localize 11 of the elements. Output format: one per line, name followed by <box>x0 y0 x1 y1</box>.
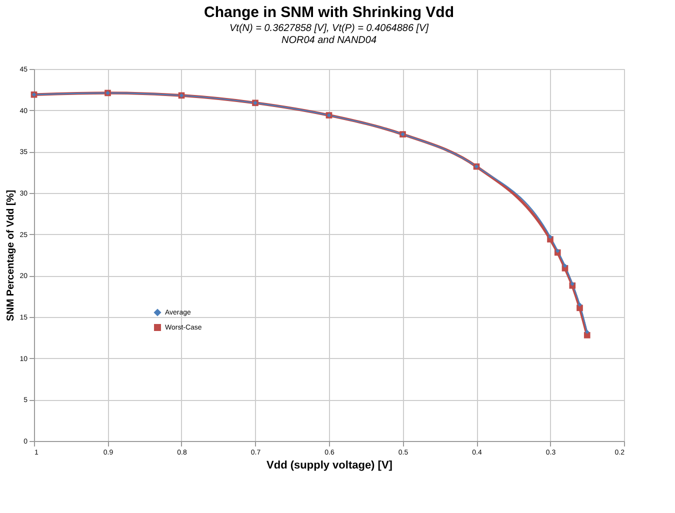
point <box>556 248 560 253</box>
point <box>570 282 574 286</box>
point <box>576 304 583 312</box>
x-axis-title: Vdd (supply voltage) [V] <box>266 460 393 472</box>
text: NOR04 and NAND04 <box>281 35 377 46</box>
point <box>548 234 552 239</box>
y-axis-title: SNM Percentage of Vdd [%] <box>6 190 17 322</box>
chart-title: Change in SNM with Shrinking Vdd <box>204 4 454 21</box>
text: Vt(N) = 0.3627858 [V], Vt(P) = 0.4064886 [V] <box>229 23 429 34</box>
point <box>585 330 590 334</box>
point <box>584 332 590 338</box>
